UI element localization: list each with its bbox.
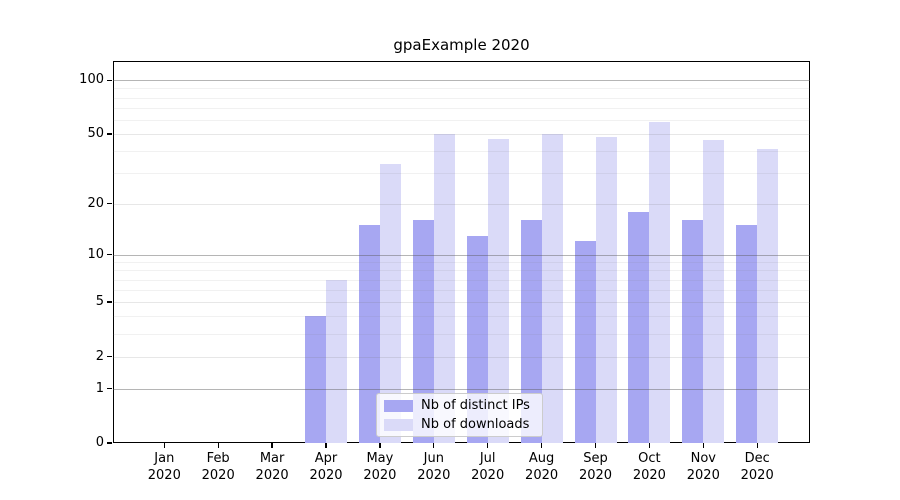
x-tick-label: Jan 2020 [147, 451, 181, 483]
y-tick-mark [107, 253, 112, 256]
gridline [113, 334, 810, 336]
x-tick-label: Mar 2020 [255, 451, 289, 483]
y-tick-label: 10 [87, 246, 104, 262]
gridline [113, 270, 810, 272]
bar-sep-downloads [595, 137, 617, 443]
bar-apr-ips [305, 316, 326, 443]
y-tick-label: 50 [87, 125, 104, 141]
gridline [113, 133, 810, 135]
x-tick-label: Dec 2020 [740, 451, 774, 483]
gridline [113, 151, 810, 153]
legend-label-downloads: Nb of downloads [421, 417, 530, 432]
x-tick-mark [325, 443, 327, 448]
bar-nov-ips [682, 220, 704, 443]
gridline [113, 316, 810, 318]
y-tick-label: 100 [79, 72, 104, 88]
bar-jun-ips [412, 220, 434, 443]
bar-jul-downloads [487, 138, 509, 443]
chart-title: gpaExample 2020 [393, 36, 530, 54]
x-tick-label: Nov 2020 [686, 451, 720, 483]
legend-label-distinct-ips: Nb of distinct IPs [421, 398, 530, 413]
gridline [113, 80, 810, 82]
bar-apr-downloads [326, 279, 347, 443]
x-tick-label: Jun 2020 [417, 451, 451, 483]
bar-may-ips [358, 225, 380, 443]
y-tick-mark [107, 355, 112, 358]
gridline [113, 262, 810, 263]
x-tick-label: Aug 2020 [525, 451, 559, 483]
bar-aug-downloads [541, 133, 563, 443]
gridline [113, 119, 810, 121]
x-tick-mark [540, 443, 543, 448]
bar-sep-ips [574, 241, 596, 443]
x-tick-label: Oct 2020 [632, 451, 666, 483]
x-tick-mark [594, 443, 597, 448]
x-tick-mark [217, 443, 219, 448]
gridline [113, 388, 810, 390]
y-tick-label: 20 [87, 195, 104, 211]
x-tick-mark [271, 443, 273, 448]
x-tick-mark [487, 443, 489, 448]
bar-dec-ips [736, 225, 758, 443]
y-tick-label: 1 [95, 380, 104, 396]
y-tick-mark [107, 442, 112, 444]
bar-nov-downloads [703, 140, 725, 443]
bar-jun-downloads [433, 133, 455, 443]
legend-item-downloads: Nb of downloads [384, 417, 534, 432]
y-tick-mark [107, 133, 112, 135]
x-tick-mark [163, 443, 165, 448]
legend-swatch-downloads [384, 418, 413, 431]
gridline [113, 97, 810, 99]
bar-jul-ips [466, 235, 488, 443]
legend-swatch-distinct-ips [384, 399, 413, 412]
y-tick-label: 0 [95, 435, 104, 450]
y-tick-mark [107, 202, 112, 205]
x-tick-mark [379, 443, 381, 448]
x-tick-mark [648, 443, 651, 448]
gridline [113, 254, 810, 256]
gridline [113, 203, 810, 205]
gridline [113, 88, 810, 90]
x-tick-label: May 2020 [363, 451, 397, 483]
gridline [113, 302, 810, 304]
bar-may-downloads [379, 163, 401, 443]
y-tick-mark [107, 79, 112, 81]
x-tick-label: Feb 2020 [201, 451, 235, 483]
x-tick-label: Sep 2020 [578, 451, 613, 483]
y-tick-mark [107, 301, 112, 303]
y-tick-label: 2 [95, 348, 104, 364]
x-tick-label: Apr 2020 [309, 451, 343, 483]
y-tick-label: 5 [95, 294, 104, 310]
x-tick-label: Jul 2020 [471, 451, 505, 483]
x-tick-mark [702, 443, 704, 448]
bar-oct-ips [628, 211, 650, 443]
x-tick-mark [756, 443, 758, 448]
gridline [113, 279, 810, 281]
gridline [113, 107, 810, 109]
bar-dec-downloads [757, 149, 779, 443]
bar-oct-downloads [649, 122, 671, 443]
x-tick-mark [433, 443, 435, 448]
legend: Nb of distinct IPs Nb of downloads [376, 393, 543, 437]
gridline [113, 290, 810, 292]
legend-item-distinct-ips: Nb of distinct IPs [384, 398, 534, 413]
gridline [113, 356, 810, 358]
y-tick-mark [107, 387, 112, 390]
gridline [113, 173, 810, 175]
bar-aug-ips [520, 220, 542, 443]
